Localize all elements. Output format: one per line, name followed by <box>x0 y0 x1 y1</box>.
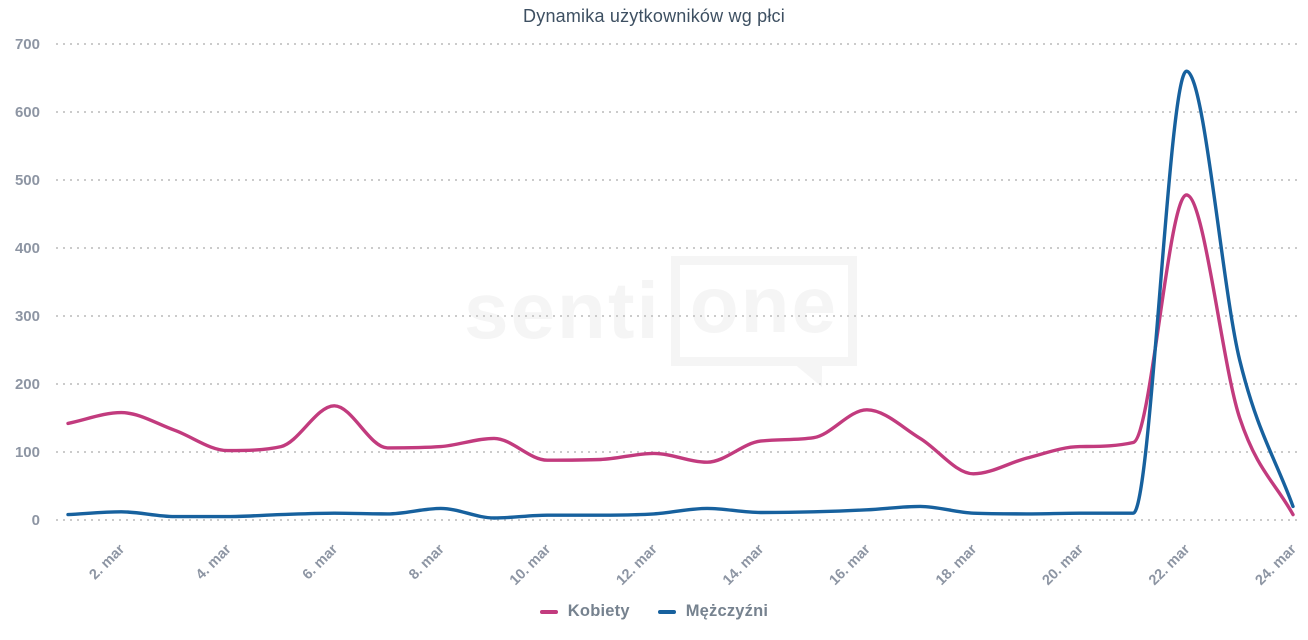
watermark-text-senti: senti <box>464 266 661 355</box>
y-axis-tick-label: 300 <box>15 308 40 325</box>
y-axis-tick-label: 200 <box>15 376 40 393</box>
chart-legend: Kobiety Mężczyźni <box>0 602 1308 621</box>
chart-title: Dynamika użytkowników wg płci <box>523 6 785 26</box>
legend-swatch-kobiety-icon <box>539 609 558 614</box>
x-axis-tick-label: 14. mar <box>720 541 767 588</box>
y-axis-tick-label: 700 <box>15 36 40 53</box>
watermark-speech-bubble: one <box>670 256 857 387</box>
series-line-kobiety <box>66 193 1295 517</box>
x-axis-tick-label: 24. mar <box>1253 541 1300 588</box>
x-axis-tick-label: 6. mar <box>300 541 342 583</box>
series-line-mezczyzni <box>66 69 1295 520</box>
watermark-text-one: one <box>689 260 838 349</box>
y-axis-tick-label: 0 <box>32 512 40 529</box>
legend-item-kobiety[interactable]: Kobiety <box>539 602 630 621</box>
legend-swatch-mezczyzni-icon <box>657 609 676 614</box>
y-axis-tick-label: 600 <box>15 104 40 121</box>
legend-item-mezczyzni[interactable]: Mężczyźni <box>657 602 769 621</box>
x-axis-tick-label: 2. mar <box>87 541 129 583</box>
y-axis-tick-label: 500 <box>15 172 40 189</box>
x-axis-tick-label: 20. mar <box>1040 541 1087 588</box>
legend-label-mezczyzni: Mężczyźni <box>685 602 769 620</box>
legend-label-kobiety: Kobiety <box>567 602 630 620</box>
x-axis-tick-label: 8. mar <box>406 541 448 583</box>
x-axis-tick-label: 18. mar <box>933 541 980 588</box>
y-axis-tick-label: 400 <box>15 240 40 257</box>
x-axis-tick-label: 16. mar <box>826 541 873 588</box>
x-axis-tick-label: 4. mar <box>193 541 235 583</box>
x-axis-tick-label: 12. mar <box>613 541 660 588</box>
y-axis-tick-label: 100 <box>15 444 40 461</box>
x-axis-tick-label: 10. mar <box>507 541 554 588</box>
x-axis-tick-label: 22. mar <box>1146 541 1193 588</box>
sentione-watermark: senti one <box>464 256 857 387</box>
